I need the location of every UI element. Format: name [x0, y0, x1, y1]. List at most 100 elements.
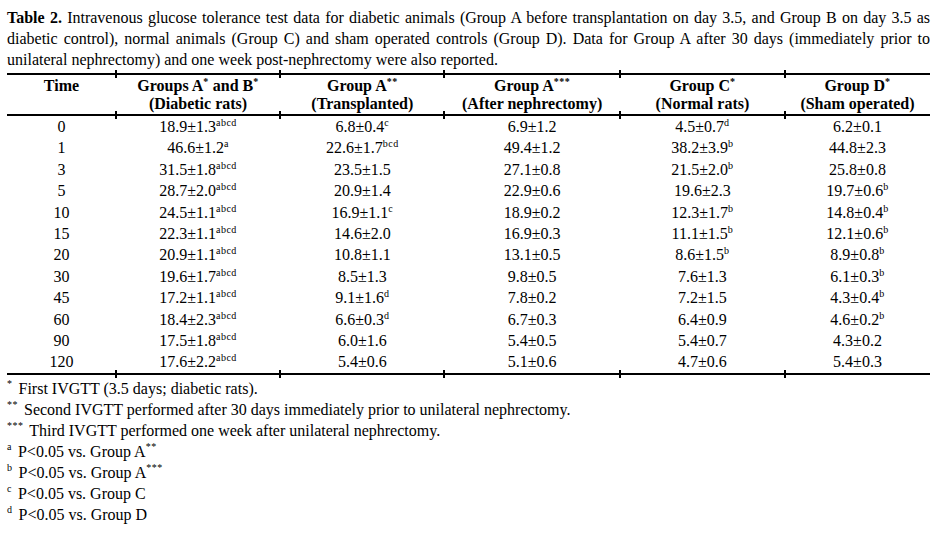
value-cell: 38.2±3.9b — [620, 137, 785, 158]
column-title: Group A** — [280, 77, 444, 95]
value-cell: 7.2±1.5 — [620, 287, 785, 308]
time-cell: 60 — [7, 309, 116, 330]
value-cell: 8.9±0.8b — [785, 244, 930, 265]
footnote: ** Second IVGTT performed after 30 days … — [7, 399, 930, 420]
footnote: *** Third IVGTT performed one week after… — [7, 420, 930, 441]
superscript: ** — [7, 399, 18, 410]
superscript: abcd — [216, 224, 237, 235]
value-cell: 24.5±1.1abcd — [116, 202, 280, 223]
value-cell: 22.3±1.1abcd — [116, 223, 280, 244]
value-cell: 5.1±0.6 — [444, 351, 619, 372]
superscript: * — [203, 76, 209, 87]
value-cell: 6.4±0.9 — [620, 309, 785, 330]
column-header: Group D*(Sham operated) — [785, 75, 930, 114]
superscript: b — [883, 202, 889, 213]
value-cell: 4.3±0.2 — [785, 330, 930, 351]
column-divider-tick — [279, 370, 281, 378]
superscript: b — [883, 181, 889, 192]
column-subtitle: (Normal rats) — [620, 95, 785, 113]
value-cell: 21.5±2.0b — [620, 159, 785, 180]
time-cell: 1 — [7, 137, 116, 158]
time-cell: 3 — [7, 159, 116, 180]
value-cell: 14.8±0.4b — [785, 202, 930, 223]
superscript: abcd — [216, 202, 237, 213]
column-header: Time — [7, 75, 116, 114]
value-cell: 17.2±1.1abcd — [116, 287, 280, 308]
value-cell: 17.6±2.2abcd — [116, 351, 280, 372]
column-title: Groups A* and B* — [116, 77, 280, 95]
superscript: * — [730, 76, 736, 87]
column-header: Group C*(Normal rats) — [620, 75, 785, 114]
value-cell: 23.5±1.5 — [280, 159, 444, 180]
superscript: * — [885, 76, 891, 87]
column-title: Group D* — [785, 77, 930, 95]
column-divider-tick — [784, 111, 786, 119]
superscript: b — [7, 462, 13, 473]
value-cell: 5.4±0.3 — [785, 351, 930, 372]
data-table: TimeGroups A* and B*(Diabetic rats)Group… — [7, 73, 930, 375]
superscript: c — [388, 202, 393, 213]
superscript: * — [7, 378, 13, 389]
superscript: ** — [387, 76, 398, 87]
superscript: c — [384, 117, 389, 128]
page: Table 2. Intravenous glucose tolerance t… — [0, 0, 938, 525]
superscript: abcd — [216, 309, 237, 320]
caption-label: Table 2. — [7, 9, 62, 26]
footnote: b P<0.05 vs. Group A*** — [7, 462, 930, 483]
column-divider-tick — [784, 70, 786, 78]
value-cell: 19.6±1.7abcd — [116, 266, 280, 287]
superscript: d — [384, 309, 390, 320]
value-cell: 5.4±0.7 — [620, 330, 785, 351]
superscript: b — [883, 224, 889, 235]
value-cell: 18.9±0.2 — [444, 202, 619, 223]
column-header: Group A***(After nephrectomy) — [444, 75, 619, 114]
column-divider-tick — [115, 111, 117, 119]
value-cell: 16.9±0.3 — [444, 223, 619, 244]
column-title: Group C* — [620, 77, 785, 95]
column-title: Group A*** — [444, 77, 619, 95]
footnote: * First IVGTT (3.5 days; diabetic rats). — [7, 378, 930, 399]
time-cell: 30 — [7, 266, 116, 287]
column-divider-tick — [279, 70, 281, 78]
value-cell: 8.6±1.5b — [620, 244, 785, 265]
value-cell: 27.1±0.8 — [444, 159, 619, 180]
column-divider-tick — [619, 370, 621, 378]
column-divider-tick — [443, 111, 445, 119]
value-cell: 18.4±2.3abcd — [116, 309, 280, 330]
header-divider-rule — [7, 114, 930, 116]
value-cell: 11.1±1.5b — [620, 223, 785, 244]
value-cell: 4.5±0.7d — [620, 116, 785, 137]
value-cell: 20.9±1.4 — [280, 180, 444, 201]
superscript: c — [7, 483, 12, 494]
value-cell: 25.8±0.8 — [785, 159, 930, 180]
time-cell: 120 — [7, 351, 116, 372]
column-title: Time — [7, 77, 116, 95]
superscript: b — [879, 245, 885, 256]
superscript: b — [879, 288, 885, 299]
value-cell: 14.6±2.0 — [280, 223, 444, 244]
table-top-rule — [7, 73, 930, 75]
time-cell: 0 — [7, 116, 116, 137]
value-cell: 6.1±0.3b — [785, 266, 930, 287]
value-cell: 6.7±0.3 — [444, 309, 619, 330]
superscript: abcd — [216, 288, 237, 299]
value-cell: 6.8±0.4c — [280, 116, 444, 137]
value-cell: 12.3±1.7b — [620, 202, 785, 223]
value-cell: 28.7±2.0abcd — [116, 180, 280, 201]
time-cell: 15 — [7, 223, 116, 244]
superscript: b — [879, 309, 885, 320]
value-cell: 46.6±1.2a — [116, 137, 280, 158]
value-cell: 6.2±0.1 — [785, 116, 930, 137]
superscript: a — [7, 441, 12, 452]
footnote: a P<0.05 vs. Group A** — [7, 441, 930, 462]
value-cell: 5.4±0.6 — [280, 351, 444, 372]
value-cell: 4.7±0.6 — [620, 351, 785, 372]
column-divider-tick — [443, 370, 445, 378]
column-divider-tick — [115, 70, 117, 78]
value-cell: 6.6±0.3d — [280, 309, 444, 330]
value-cell: 9.8±0.5 — [444, 266, 619, 287]
footnote: d P<0.05 vs. Group D — [7, 504, 930, 525]
value-cell: 44.8±2.3 — [785, 137, 930, 158]
superscript: abcd — [216, 245, 237, 256]
footnote: c P<0.05 vs. Group C — [7, 483, 930, 504]
